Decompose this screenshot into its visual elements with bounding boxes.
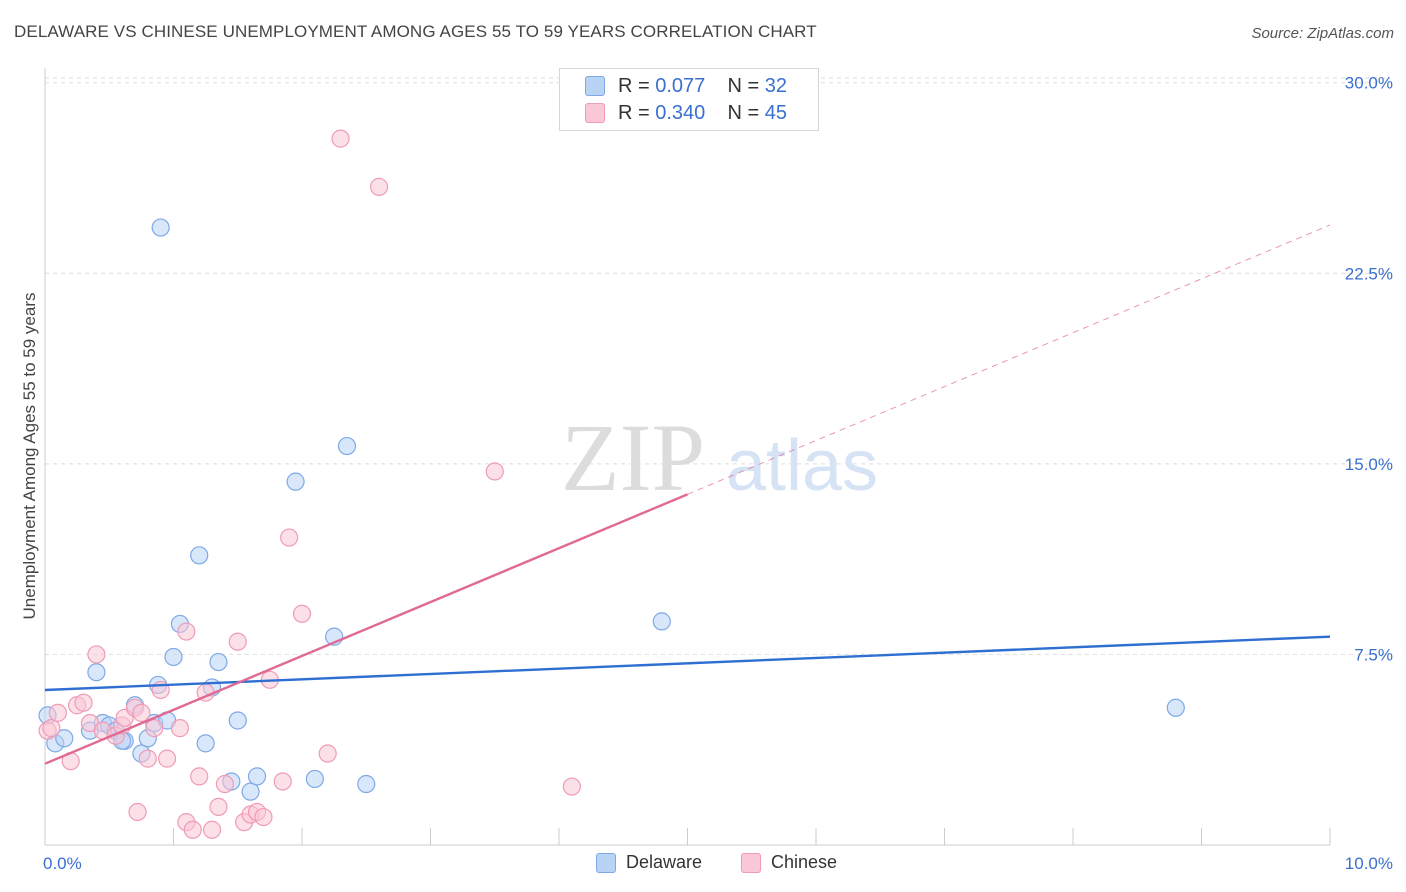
trend-lines [44,224,1331,765]
delaware-point-31 [357,774,376,794]
y-tick-label-2: 22.5% [1345,264,1393,283]
legend-row-delaware: R = 0.077 N = 32 [585,73,788,99]
correlation-legend: R = 0.077 N = 32 R = 0.340 N = 45 [559,68,819,131]
tick-labels: 7.5% 15.0% 22.5% 30.0% 0.0% 10.0% [43,74,1393,873]
legend-chinese-swatch [741,852,761,873]
y-tick-label-3: 30.0% [1345,74,1393,93]
delaware-point-20 [196,734,215,753]
delaware-point-26 [247,767,267,786]
chinese-point-38 [331,129,350,148]
chinese-point-22 [183,820,202,839]
chinese-point-37 [318,744,337,763]
chinese-point-34 [273,772,292,791]
chinese-point-15 [138,749,157,768]
delaware-point-28 [305,769,324,789]
legend-delaware-label: Delaware [626,852,703,872]
delaware-trend-line-0 [44,635,1331,692]
chart-title: DELAWARE VS CHINESE UNEMPLOYMENT AMONG A… [14,22,817,41]
delaware-point-24 [228,711,247,730]
chinese-point-18 [157,749,177,768]
chinese-n-value: 45 [764,101,788,124]
delaware-n-label: N = [727,74,765,97]
chinese-r-label: R = [618,101,656,124]
delaware-point-25 [241,782,260,801]
delaware-r-label: R = [618,74,656,97]
legend-chinese-label: Chinese [771,852,838,872]
x-tick-label-0: 0.0% [43,854,82,873]
chinese-point-36 [292,604,312,623]
watermark-atlas: atlas [726,426,878,506]
delaware-point-22 [209,652,228,672]
delaware-point-19 [190,546,209,565]
watermark-zip: ZIP [561,404,705,511]
delaware-point-30 [337,436,357,456]
chinese-point-14 [132,703,151,722]
series-legend: Delaware Chinese [0,852,1406,878]
chinese-n-label: N = [727,101,765,124]
chinese-point-32 [254,807,273,827]
legend-item-chinese: Chinese [741,852,837,873]
chinese-point-19 [170,719,190,738]
chinese-trend-line-2 [687,224,1331,495]
chinese-point-5 [74,693,93,712]
chinese-point-7 [87,645,106,664]
delaware-point-2 [55,729,74,748]
delaware-point-17 [164,647,183,667]
chinese-r-value: 0.340 [655,101,706,124]
chinese-point-28 [228,632,247,651]
chinese-point-25 [202,820,222,839]
chinese-point-16 [145,719,164,738]
chinese-point-41 [562,777,581,796]
delaware-r-value: 0.077 [655,74,706,97]
y-tick-label-1: 15.0% [1345,455,1393,474]
grid-lines [45,77,1390,655]
chinese-point-35 [280,528,299,547]
chinese-swatch [585,103,605,123]
delaware-point-4 [87,663,106,682]
chinese-point-1 [42,719,61,738]
x-tick-label-1: 10.0% [1345,854,1393,873]
legend-delaware-swatch [596,852,616,873]
source-label: Source: ZipAtlas.com [1251,25,1394,42]
delaware-n-value: 32 [764,74,788,97]
chinese-point-2 [48,703,67,722]
chinese-trend-line-1 [44,493,688,765]
y-tick-label-0: 7.5% [1354,645,1393,664]
chinese-point-20 [177,622,196,641]
chinese-point-26 [209,797,228,816]
chinese-point-40 [485,462,504,481]
watermark: ZIP atlas [561,404,878,511]
chinese-point-13 [128,802,147,822]
legend-item-delaware: Delaware [596,852,702,873]
delaware-point-16 [151,218,170,237]
delaware-point-27 [286,472,305,491]
chinese-point-23 [190,767,209,786]
delaware-point-32 [652,612,671,631]
chinese-point-39 [370,177,389,196]
legend-row-chinese: R = 0.340 N = 45 [585,100,788,126]
delaware-point-33 [1166,698,1185,717]
delaware-swatch [585,76,605,96]
y-axis-title: Unemployment Among Ages 55 to 59 years [20,292,39,620]
chinese-point-27 [215,774,234,794]
